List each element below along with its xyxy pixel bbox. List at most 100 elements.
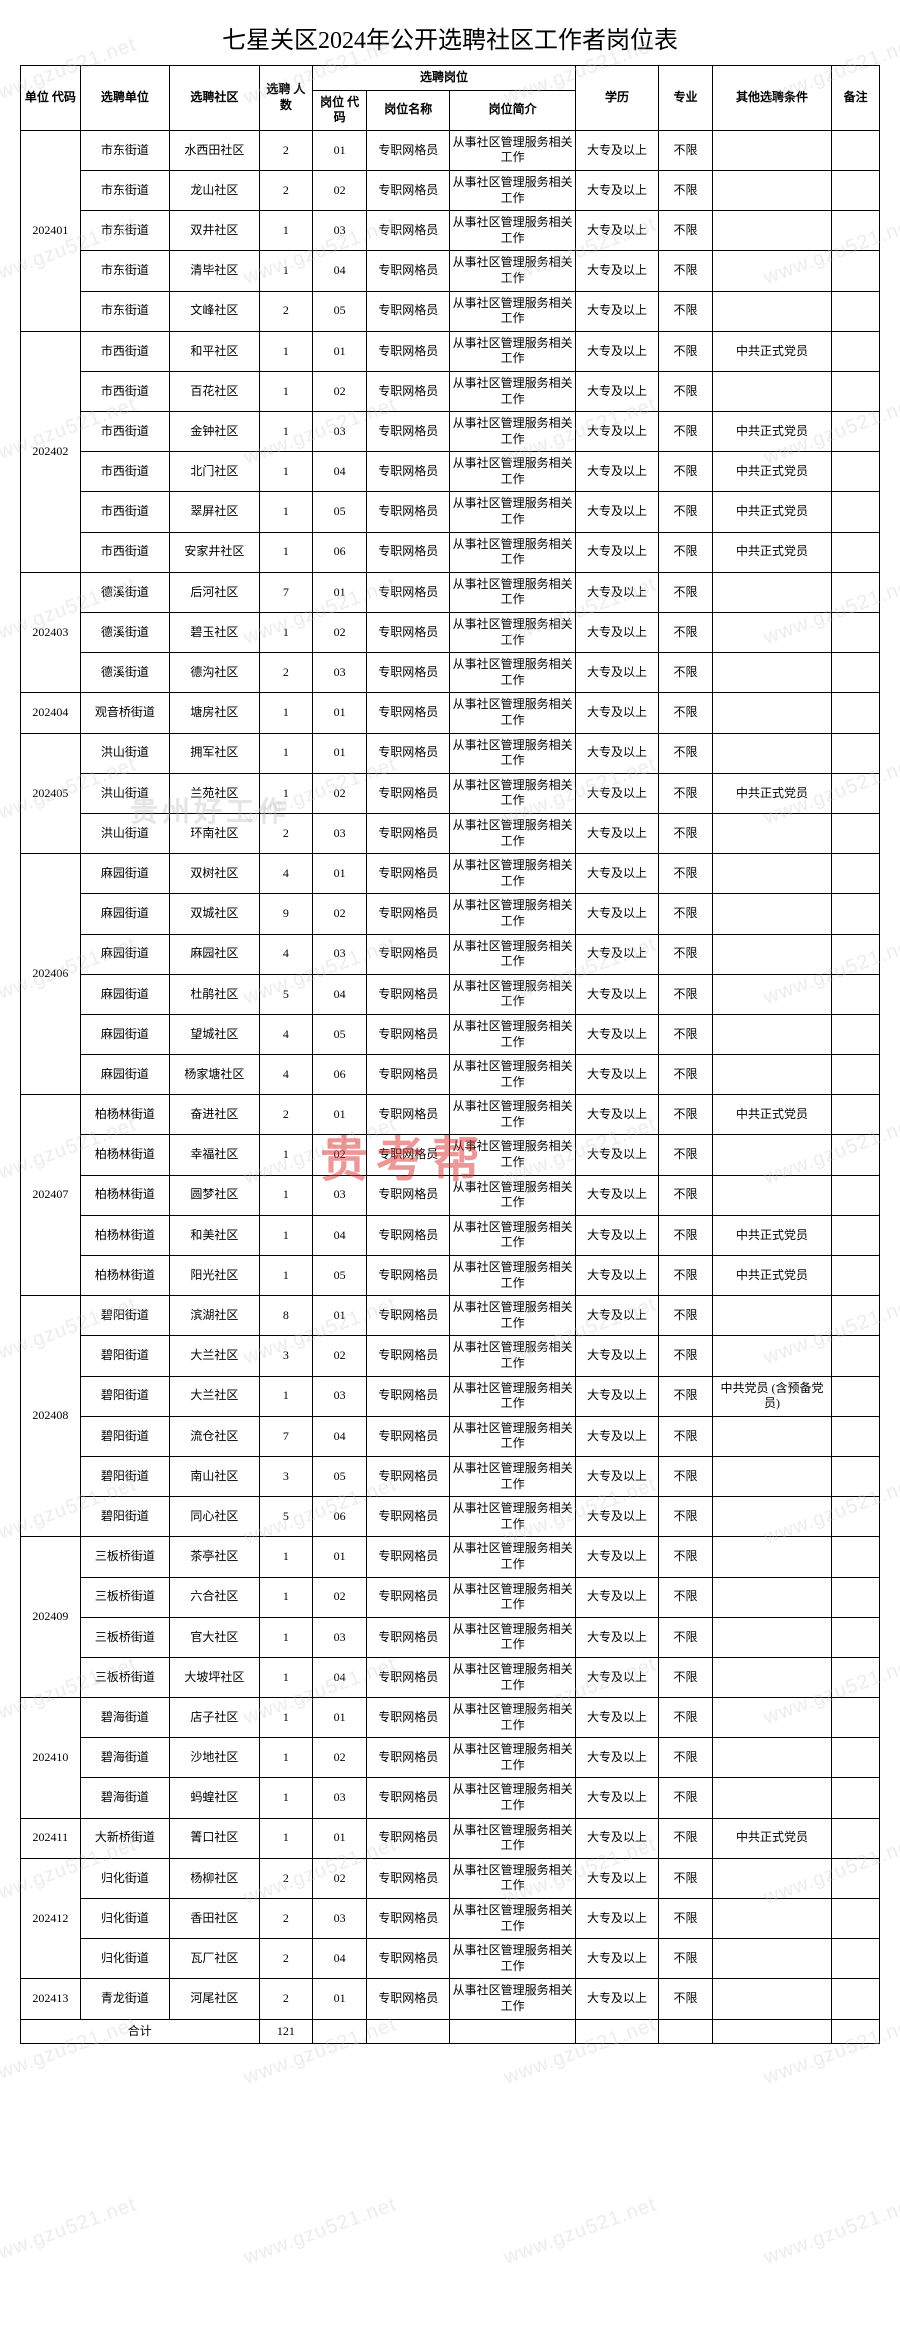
cell-unit: 三板桥街道 [80, 1617, 169, 1657]
cell-remark [832, 1738, 880, 1778]
cell-other: 中共正式党员 [712, 1256, 831, 1296]
cell-major: 不限 [659, 1055, 713, 1095]
cell-unit: 碧海街道 [80, 1698, 169, 1738]
cell-community: 大兰社区 [170, 1336, 259, 1376]
cell-pcode: 03 [313, 412, 367, 452]
cell-unit-code: 202408 [21, 1296, 81, 1537]
table-row: 碧海街道蚂蝗社区103专职网格员从事社区管理服务相关工作大专及以上不限 [21, 1778, 880, 1818]
cell-major: 不限 [659, 854, 713, 894]
cell-other [712, 1899, 831, 1939]
cell-education: 大专及以上 [575, 974, 659, 1014]
table-row: 202404观音桥街道塘房社区101专职网格员从事社区管理服务相关工作大专及以上… [21, 693, 880, 733]
cell-education: 大专及以上 [575, 1778, 659, 1818]
cell-remark [832, 1376, 880, 1416]
cell-pname: 专职网格员 [366, 170, 450, 210]
cell-major: 不限 [659, 934, 713, 974]
cell-remark [832, 1939, 880, 1979]
cell-remark [832, 170, 880, 210]
table-row: 市西街道安家井社区106专职网格员从事社区管理服务相关工作大专及以上不限中共正式… [21, 532, 880, 572]
cell-other [712, 1858, 831, 1898]
cell-count: 1 [259, 251, 313, 291]
cell-community: 流仓社区 [170, 1416, 259, 1456]
cell-unit: 观音桥街道 [80, 693, 169, 733]
cell-pdesc: 从事社区管理服务相关工作 [450, 1858, 575, 1898]
cell-other [712, 1778, 831, 1818]
table-row: 202401市东街道水西田社区201专职网格员从事社区管理服务相关工作大专及以上… [21, 130, 880, 170]
table-row: 市西街道北门社区104专职网格员从事社区管理服务相关工作大专及以上不限中共正式党… [21, 452, 880, 492]
cell-pcode: 01 [313, 572, 367, 612]
cell-major: 不限 [659, 452, 713, 492]
cell-pname: 专职网格员 [366, 211, 450, 251]
cell-community: 箐口社区 [170, 1818, 259, 1858]
cell-remark [832, 1215, 880, 1255]
cell-unit: 德溪街道 [80, 572, 169, 612]
cell-community: 双井社区 [170, 211, 259, 251]
cell-remark [832, 894, 880, 934]
cell-other [712, 894, 831, 934]
cell-pname: 专职网格员 [366, 934, 450, 974]
cell-count: 1 [259, 1537, 313, 1577]
cell-education: 大专及以上 [575, 773, 659, 813]
cell-pdesc: 从事社区管理服务相关工作 [450, 773, 575, 813]
cell-community: 兰苑社区 [170, 773, 259, 813]
cell-pdesc: 从事社区管理服务相关工作 [450, 130, 575, 170]
table-row: 202407柏杨林街道奋进社区201专职网格员从事社区管理服务相关工作大专及以上… [21, 1095, 880, 1135]
cell-pcode: 02 [313, 1135, 367, 1175]
cell-education: 大专及以上 [575, 1456, 659, 1496]
cell-unit: 市西街道 [80, 492, 169, 532]
cell-other [712, 130, 831, 170]
cell-major: 不限 [659, 1537, 713, 1577]
cell-major: 不限 [659, 1899, 713, 1939]
cell-remark [832, 653, 880, 693]
cell-education: 大专及以上 [575, 412, 659, 452]
cell-unit: 归化街道 [80, 1939, 169, 1979]
cell-education: 大专及以上 [575, 130, 659, 170]
cell-unit: 碧阳街道 [80, 1416, 169, 1456]
cell-education: 大专及以上 [575, 1416, 659, 1456]
cell-community: 瓦厂社区 [170, 1939, 259, 1979]
cell-community: 环南社区 [170, 813, 259, 853]
cell-major: 不限 [659, 412, 713, 452]
cell-remark [832, 211, 880, 251]
cell-pdesc: 从事社区管理服务相关工作 [450, 1215, 575, 1255]
positions-table: 单位 代码 选聘单位 选聘社区 选聘 人数 选聘岗位 学历 专业 其他选聘条件 … [20, 65, 880, 2044]
cell-pdesc: 从事社区管理服务相关工作 [450, 412, 575, 452]
cell-pcode: 03 [313, 934, 367, 974]
cell-pname: 专职网格员 [366, 412, 450, 452]
cell-pcode: 05 [313, 1256, 367, 1296]
cell-remark [832, 934, 880, 974]
cell-education: 大专及以上 [575, 733, 659, 773]
cell-pdesc: 从事社区管理服务相关工作 [450, 1014, 575, 1054]
cell-education: 大专及以上 [575, 934, 659, 974]
cell-unit: 归化街道 [80, 1899, 169, 1939]
cell-major: 不限 [659, 1014, 713, 1054]
cell-unit: 柏杨林街道 [80, 1215, 169, 1255]
cell-pname: 专职网格员 [366, 1416, 450, 1456]
cell-major: 不限 [659, 1336, 713, 1376]
cell-count: 2 [259, 1858, 313, 1898]
cell-pcode: 04 [313, 452, 367, 492]
table-row: 市东街道清毕社区104专职网格员从事社区管理服务相关工作大专及以上不限 [21, 251, 880, 291]
cell-pdesc: 从事社区管理服务相关工作 [450, 1497, 575, 1537]
cell-other [712, 1135, 831, 1175]
cell-count: 7 [259, 572, 313, 612]
page-title: 七星关区2024年公开选聘社区工作者岗位表 [20, 20, 880, 55]
cell-pdesc: 从事社区管理服务相关工作 [450, 613, 575, 653]
cell-pdesc: 从事社区管理服务相关工作 [450, 1296, 575, 1336]
cell-pdesc: 从事社区管理服务相关工作 [450, 170, 575, 210]
cell-other [712, 1537, 831, 1577]
cell-pname: 专职网格员 [366, 452, 450, 492]
total-empty [313, 2019, 367, 2044]
cell-other [712, 1014, 831, 1054]
cell-pcode: 01 [313, 854, 367, 894]
cell-community: 六合社区 [170, 1577, 259, 1617]
cell-pdesc: 从事社区管理服务相关工作 [450, 1416, 575, 1456]
cell-major: 不限 [659, 653, 713, 693]
cell-remark [832, 773, 880, 813]
cell-education: 大专及以上 [575, 1215, 659, 1255]
cell-pdesc: 从事社区管理服务相关工作 [450, 1657, 575, 1697]
cell-community: 翠屏社区 [170, 492, 259, 532]
cell-pcode: 06 [313, 1497, 367, 1537]
cell-remark [832, 1055, 880, 1095]
cell-unit: 碧阳街道 [80, 1456, 169, 1496]
